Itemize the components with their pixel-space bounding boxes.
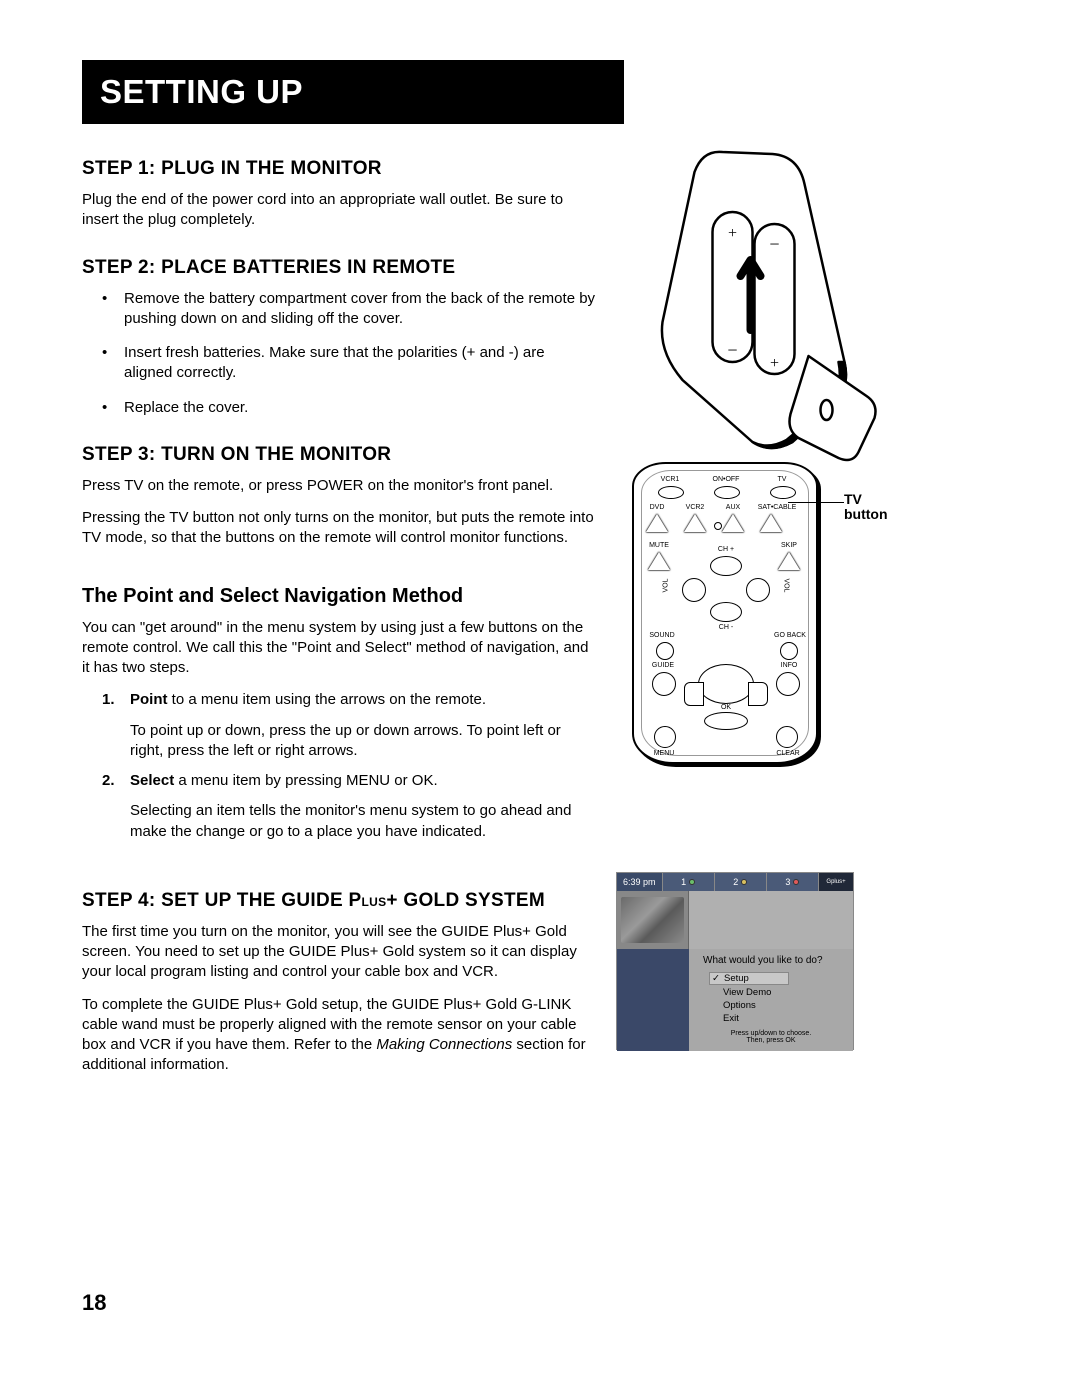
item-number: 2.	[102, 771, 115, 791]
guide-tab: 3	[767, 873, 819, 891]
nav-subheading: The Point and Select Navigation Method	[82, 585, 596, 608]
guide-screenshot: 6:39 pm 1 2 3 Gplus+ What would you like	[616, 872, 854, 1050]
step3-heading: Step 3: Turn on the Monitor	[82, 444, 596, 466]
remote-diagram: VCR1 ON•OFF TV DVD VCR2 AUX SAT•CABLE	[620, 462, 960, 772]
guide-hint: Press up/down to choose.Then, press OK	[695, 1030, 847, 1045]
section-title: Setting Up	[82, 60, 624, 124]
list-item: Replace the cover.	[102, 398, 596, 418]
guide-tab: 1	[663, 873, 715, 891]
guide-menu: Setup View Demo Options Exit	[711, 972, 847, 1024]
step1-heading: Step 1: Plug in the Monitor	[82, 158, 596, 180]
lead-bold: Point	[130, 691, 168, 708]
guide-preview-thumb	[617, 891, 689, 949]
nav-intro: You can "get around" in the menu system …	[82, 618, 596, 679]
svg-text:−: −	[769, 234, 779, 254]
step1-body: Plug the end of the power cord into an a…	[82, 190, 596, 231]
item-sub: To point up or down, press the up or dow…	[130, 721, 596, 762]
main-text-column: Step 1: Plug in the Monitor Plug the end…	[82, 152, 596, 1088]
guide-channel-column	[617, 949, 689, 1051]
illustration-column: + − − + VCR1	[620, 152, 960, 1088]
callout-line	[788, 502, 844, 503]
list-item: Remove the battery compartment cover fro…	[102, 289, 596, 330]
guide-logo: Gplus+	[819, 873, 853, 891]
step2-heading: Step 2: Place Batteries in Remote	[82, 257, 596, 279]
list-item: Insert fresh batteries. Make sure that t…	[102, 343, 596, 384]
guide-tab: 2	[715, 873, 767, 891]
svg-text:+: +	[728, 225, 737, 242]
step4-p2: To complete the GUIDE Plus+ Gold setup, …	[82, 995, 596, 1076]
step3-p1: Press TV on the remote, or press POWER o…	[82, 476, 596, 496]
item-number: 1.	[102, 690, 115, 710]
guide-menu-item: Setup	[709, 972, 789, 985]
tv-button-callout: TVbutton	[844, 492, 888, 523]
page-number: 18	[82, 1290, 106, 1316]
step4-p1: The first time you turn on the monitor, …	[82, 922, 596, 983]
guide-time: 6:39 pm	[617, 873, 663, 891]
step2-bullets: Remove the battery compartment cover fro…	[102, 289, 596, 418]
guide-ad-area	[689, 891, 853, 949]
guide-menu-item: Options	[711, 1000, 847, 1011]
step4-heading: Step 4: Set up the Guide Plus+ Gold Syst…	[82, 890, 596, 912]
lead-rest: a menu item by pressing MENU or OK.	[174, 772, 437, 789]
guide-menu-item: View Demo	[711, 987, 847, 998]
lead-bold: Select	[130, 772, 174, 789]
nav-numbered-list: 1. Point to a menu item using the arrows…	[102, 690, 596, 842]
lead-rest: to a menu item using the arrows on the r…	[168, 691, 487, 708]
item-sub: Selecting an item tells the monitor's me…	[130, 801, 596, 842]
step3-p2: Pressing the TV button not only turns on…	[82, 508, 596, 549]
svg-text:+: +	[770, 355, 779, 372]
list-item: 2. Select a menu item by pressing MENU o…	[102, 771, 596, 842]
list-item: 1. Point to a menu item using the arrows…	[102, 690, 596, 761]
guide-menu-item: Exit	[711, 1013, 847, 1024]
battery-diagram: + − − +	[600, 142, 905, 462]
guide-prompt: What would you like to do?	[703, 955, 847, 966]
svg-text:−: −	[727, 340, 737, 360]
